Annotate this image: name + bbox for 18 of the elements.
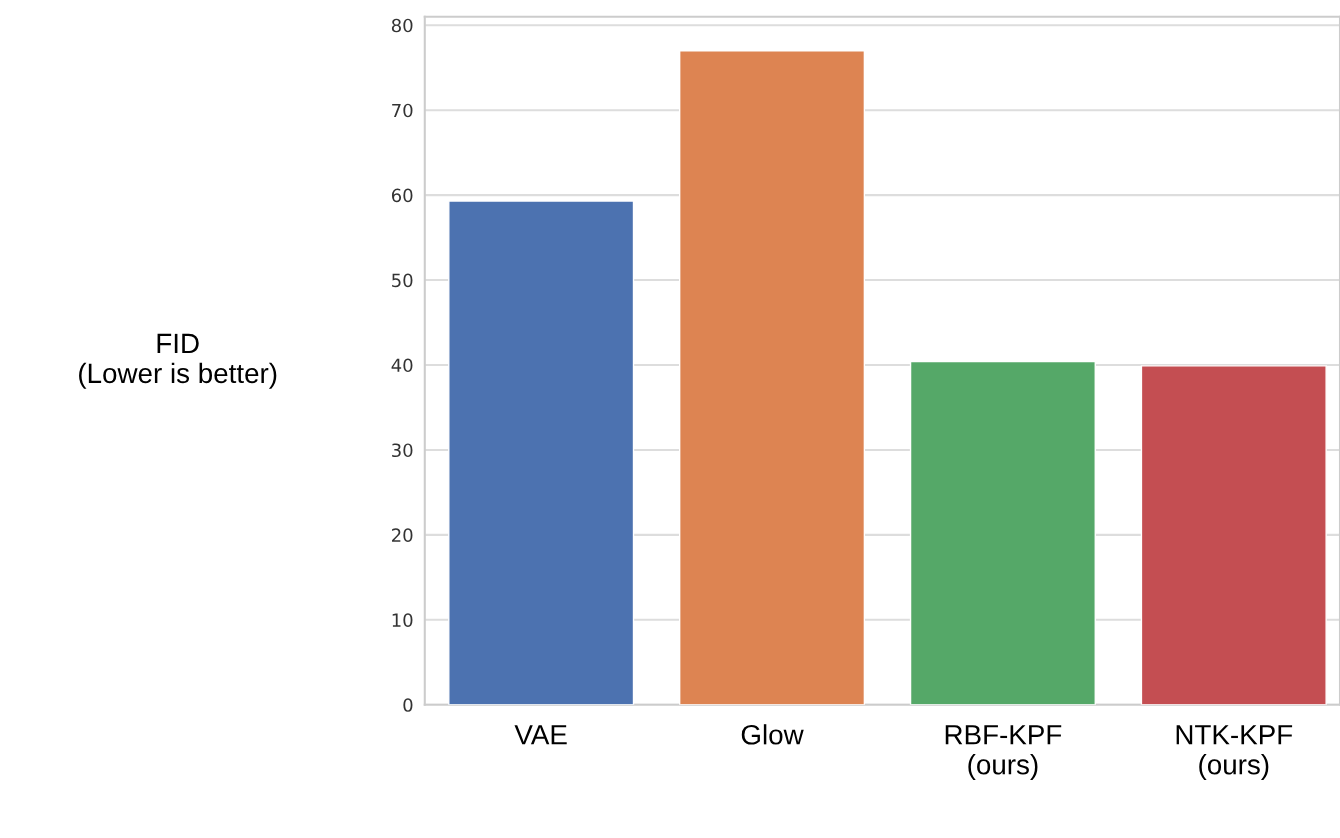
y-tick-label: 80 xyxy=(391,18,413,33)
y-tick-label: 20 xyxy=(392,528,413,542)
y-tick-label: 70 xyxy=(392,103,413,118)
y-tick-label: 50 xyxy=(392,273,413,288)
bar xyxy=(909,360,1096,705)
x-tick-label: RBF-KPF (ours) xyxy=(945,725,1062,780)
y-tick-label: 10 xyxy=(392,613,413,627)
x-tick-label: VAE xyxy=(514,725,567,745)
y-tick-label: 0 xyxy=(403,698,413,712)
y-tick-label: 60 xyxy=(391,188,413,203)
y-tick-label: 30 xyxy=(392,443,413,458)
x-tick-label: Glow xyxy=(741,724,804,745)
bar xyxy=(448,200,635,705)
y-axis-title: FID (Lower is better) xyxy=(79,333,277,389)
bar xyxy=(678,50,866,705)
x-tick-label: NTK-KPF (ours) xyxy=(1176,725,1293,780)
y-tick-label: 40 xyxy=(391,358,413,373)
bar xyxy=(1140,365,1327,705)
